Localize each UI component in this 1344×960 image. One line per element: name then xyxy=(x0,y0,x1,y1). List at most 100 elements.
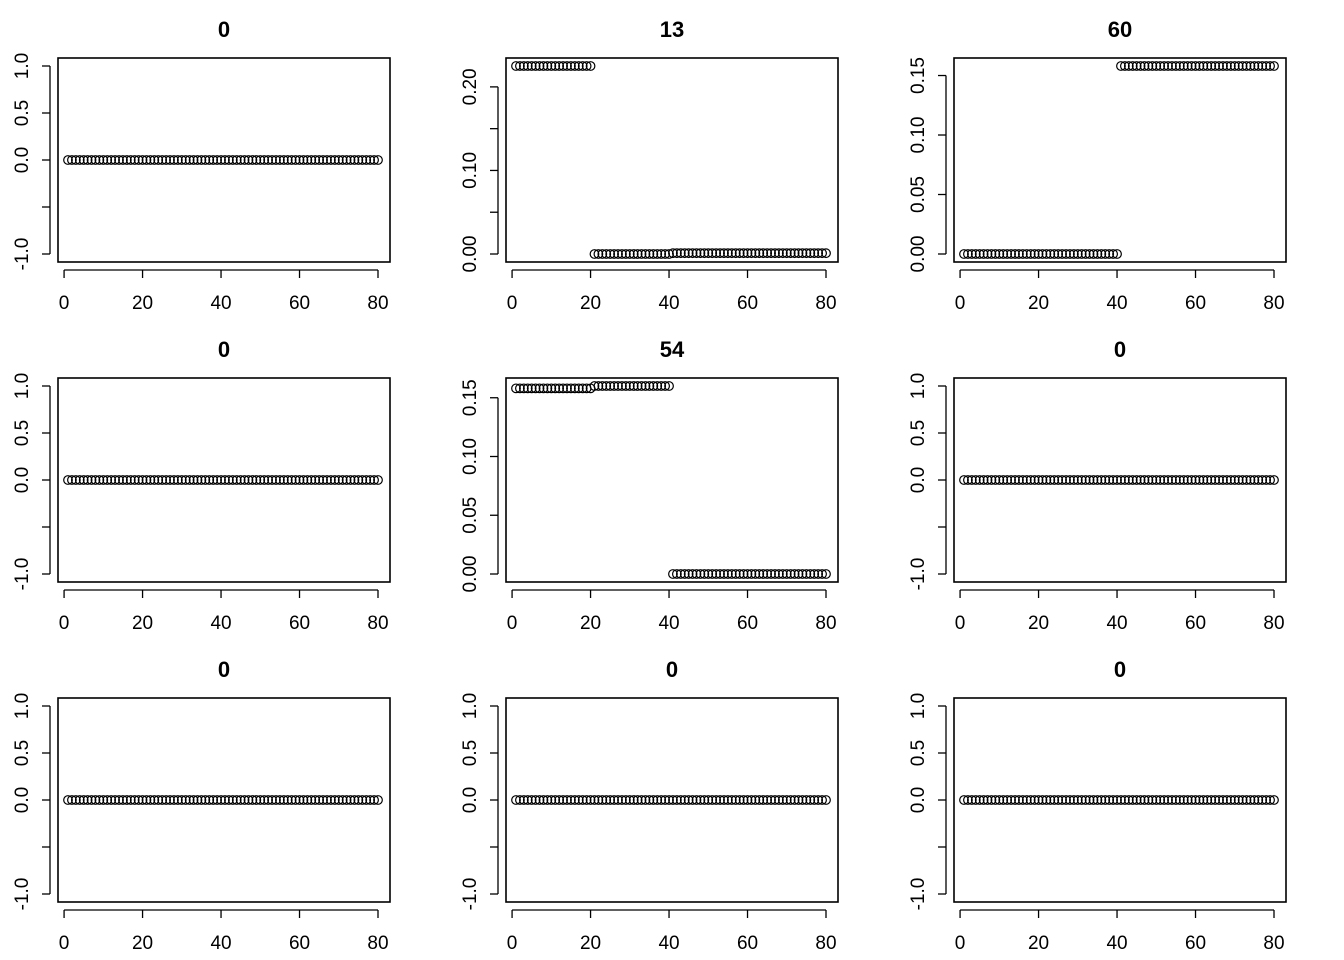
data-point xyxy=(1163,61,1173,71)
data-point xyxy=(699,248,710,259)
data-point xyxy=(781,248,792,259)
data-point xyxy=(165,475,175,485)
data-point xyxy=(271,475,281,485)
y-tick-label: 0.0 xyxy=(908,787,929,813)
data-point xyxy=(243,155,254,165)
data-point xyxy=(1139,61,1150,71)
data-point xyxy=(192,475,203,485)
data-point xyxy=(212,155,223,165)
data-point xyxy=(774,795,784,805)
data-point xyxy=(137,475,148,485)
data-point xyxy=(157,795,168,805)
data-point xyxy=(188,155,199,165)
data-point xyxy=(1174,795,1185,805)
data-point xyxy=(278,155,289,165)
data-point xyxy=(1178,475,1189,485)
data-point xyxy=(1021,249,1032,259)
data-point xyxy=(1249,475,1260,485)
x-tick-label: 80 xyxy=(815,933,836,954)
data-point xyxy=(966,795,977,805)
data-point xyxy=(809,795,820,805)
data-point xyxy=(821,569,831,579)
data-point xyxy=(959,249,969,259)
data-point xyxy=(797,795,808,805)
data-point xyxy=(306,795,317,805)
data-point xyxy=(1182,795,1193,805)
data-point xyxy=(640,381,651,391)
data-point xyxy=(1261,61,1272,71)
data-point xyxy=(530,61,541,71)
data-point xyxy=(542,61,553,71)
data-point xyxy=(259,155,270,165)
panel-title: 54 xyxy=(660,337,685,362)
data-point xyxy=(675,795,686,805)
data-point xyxy=(1041,249,1052,259)
data-point xyxy=(601,381,612,391)
data-point xyxy=(267,795,277,805)
data-point xyxy=(1143,61,1154,71)
panel-4: 0 0 20 40 60 80 -1.0 0.0 0.5 1.0 xyxy=(12,337,391,634)
data-point xyxy=(141,795,152,805)
data-point xyxy=(1174,61,1185,71)
data-point xyxy=(1190,795,1201,805)
x-tick-label: 80 xyxy=(1263,613,1284,634)
data-point xyxy=(569,795,580,805)
data-point xyxy=(734,248,745,259)
data-point xyxy=(550,795,561,805)
data-point xyxy=(223,475,234,485)
data-point xyxy=(1119,795,1130,805)
data-point xyxy=(282,795,293,805)
data-point xyxy=(558,383,568,394)
data-point xyxy=(1225,61,1236,71)
data-point xyxy=(169,475,179,485)
data-point xyxy=(278,475,289,485)
data-point xyxy=(1143,795,1154,805)
data-point xyxy=(110,475,120,485)
data-point xyxy=(251,795,262,805)
data-point xyxy=(357,475,368,485)
data-point xyxy=(711,569,722,579)
data-point xyxy=(204,475,215,485)
data-point xyxy=(1037,475,1048,485)
data-point xyxy=(601,795,612,805)
data-point xyxy=(683,248,694,259)
data-point xyxy=(235,795,246,805)
data-point xyxy=(707,795,718,805)
data-point xyxy=(1135,61,1146,71)
data-point xyxy=(620,795,631,805)
x-tick-label: 80 xyxy=(1263,293,1284,314)
data-point xyxy=(1057,475,1068,485)
data-point xyxy=(98,155,109,165)
data-point xyxy=(668,795,678,805)
data-point xyxy=(86,795,97,805)
data-point xyxy=(1214,795,1224,805)
data-point xyxy=(1167,475,1177,485)
data-point xyxy=(1006,475,1016,485)
data-point xyxy=(365,475,376,485)
data-point xyxy=(1108,475,1119,485)
data-point xyxy=(1108,795,1119,805)
data-point xyxy=(1076,475,1087,485)
data-point xyxy=(294,475,305,485)
data-point xyxy=(797,248,808,259)
data-point xyxy=(754,248,765,259)
data-point xyxy=(990,795,1001,805)
y-tick-label: 0.20 xyxy=(460,68,481,105)
data-point xyxy=(161,795,172,805)
data-point xyxy=(349,475,360,485)
data-point xyxy=(294,795,305,805)
data-point xyxy=(1163,795,1173,805)
data-point xyxy=(758,248,769,259)
x-tick-label: 0 xyxy=(59,613,70,634)
data-point xyxy=(644,795,655,805)
data-point xyxy=(353,475,364,485)
data-point xyxy=(353,155,364,165)
panel-title: 0 xyxy=(218,337,230,362)
data-point xyxy=(609,795,620,805)
x-tick-label: 20 xyxy=(1028,613,1049,634)
data-point xyxy=(329,475,340,485)
data-point xyxy=(176,475,187,485)
panel-title: 0 xyxy=(218,17,230,42)
y-tick-label: 1.0 xyxy=(460,693,481,719)
x-tick-label: 40 xyxy=(658,933,679,954)
